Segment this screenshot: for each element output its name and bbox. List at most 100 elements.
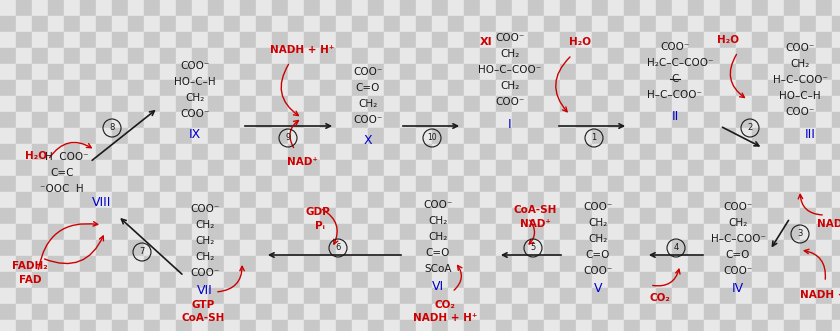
Bar — [208, 176, 224, 192]
Bar — [800, 256, 816, 272]
Bar — [448, 192, 464, 208]
Bar — [704, 176, 720, 192]
Bar — [528, 112, 544, 128]
Bar — [512, 80, 528, 96]
Bar — [400, 144, 416, 160]
Bar — [640, 80, 656, 96]
Bar — [288, 32, 304, 48]
Bar — [16, 176, 32, 192]
Bar — [752, 80, 768, 96]
Bar — [560, 304, 576, 320]
Bar — [128, 128, 144, 144]
Bar — [304, 304, 320, 320]
Bar — [432, 64, 448, 80]
Bar — [304, 224, 320, 240]
Bar — [720, 288, 736, 304]
Bar — [624, 288, 640, 304]
Bar — [320, 304, 336, 320]
Bar — [208, 160, 224, 176]
Bar — [16, 16, 32, 32]
Text: C=O: C=O — [585, 250, 610, 260]
Bar — [832, 176, 840, 192]
Bar — [64, 48, 80, 64]
Bar — [624, 272, 640, 288]
Bar — [480, 256, 496, 272]
Bar — [592, 112, 608, 128]
Bar — [160, 128, 176, 144]
Bar — [528, 80, 544, 96]
Bar — [832, 48, 840, 64]
Text: COO⁻: COO⁻ — [191, 204, 220, 214]
Text: COO⁻: COO⁻ — [354, 115, 383, 125]
Bar — [320, 224, 336, 240]
Bar — [560, 128, 576, 144]
Bar — [496, 112, 512, 128]
Bar — [400, 288, 416, 304]
Bar — [128, 176, 144, 192]
Bar — [304, 128, 320, 144]
Bar — [272, 16, 288, 32]
Bar — [720, 192, 736, 208]
Bar — [80, 192, 96, 208]
Bar — [720, 144, 736, 160]
Text: H–C–COO⁻: H–C–COO⁻ — [773, 75, 827, 85]
Bar — [48, 320, 64, 331]
Bar — [96, 192, 112, 208]
Bar — [352, 304, 368, 320]
Bar — [192, 32, 208, 48]
Bar — [784, 80, 800, 96]
Text: VIII: VIII — [92, 197, 112, 210]
Bar — [576, 96, 592, 112]
Bar — [0, 32, 16, 48]
Bar — [800, 224, 816, 240]
Bar — [576, 64, 592, 80]
Bar — [560, 320, 576, 331]
Bar — [496, 288, 512, 304]
Bar — [448, 240, 464, 256]
Bar — [192, 288, 208, 304]
Bar — [768, 176, 784, 192]
Bar — [368, 208, 384, 224]
Bar — [464, 0, 480, 16]
Bar — [368, 64, 384, 80]
Bar — [176, 80, 192, 96]
Bar — [656, 224, 672, 240]
Bar — [720, 32, 736, 48]
Bar — [816, 144, 832, 160]
Bar — [688, 288, 704, 304]
Bar — [272, 288, 288, 304]
Text: X: X — [364, 133, 372, 147]
Bar — [752, 96, 768, 112]
Bar — [144, 64, 160, 80]
Bar — [640, 272, 656, 288]
Bar — [96, 16, 112, 32]
Bar — [144, 48, 160, 64]
Bar — [144, 288, 160, 304]
Bar — [272, 96, 288, 112]
Bar — [704, 48, 720, 64]
Bar — [736, 80, 752, 96]
Bar — [544, 208, 560, 224]
Bar — [736, 96, 752, 112]
Bar — [80, 144, 96, 160]
Bar — [752, 112, 768, 128]
Bar — [0, 304, 16, 320]
Bar — [448, 320, 464, 331]
Bar — [592, 304, 608, 320]
Bar — [32, 16, 48, 32]
Bar — [752, 272, 768, 288]
Bar — [720, 160, 736, 176]
Bar — [704, 64, 720, 80]
Bar — [832, 192, 840, 208]
Text: NAD⁺: NAD⁺ — [286, 157, 318, 167]
Bar — [208, 224, 224, 240]
Bar — [416, 320, 432, 331]
Bar — [32, 144, 48, 160]
Bar — [656, 208, 672, 224]
Bar — [784, 112, 800, 128]
Bar — [160, 160, 176, 176]
Text: NADH + H⁺: NADH + H⁺ — [800, 290, 840, 300]
Bar — [208, 304, 224, 320]
Bar — [224, 48, 240, 64]
Bar — [304, 256, 320, 272]
